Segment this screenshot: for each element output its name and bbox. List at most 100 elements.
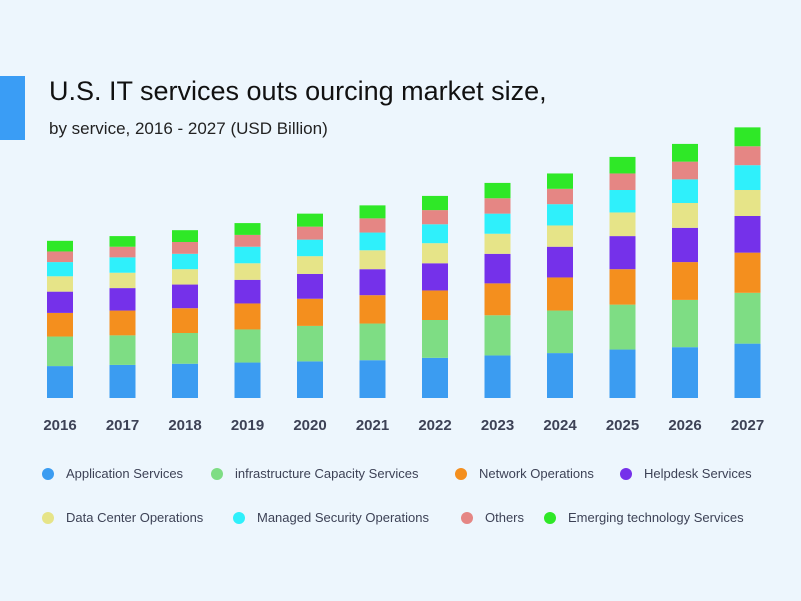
legend-label: Others xyxy=(485,510,525,525)
bar-segment-helpdesk-services-2025 xyxy=(609,236,636,270)
x-tick-label: 2016 xyxy=(43,417,76,434)
legend-item-network-operations: Network Operations xyxy=(455,466,594,481)
x-tick-label: 2021 xyxy=(356,417,389,434)
bar-segment-data-center-operations-2023 xyxy=(484,233,511,254)
legend-swatch xyxy=(211,467,223,480)
bar-segment-infrastructure-capacity-services-2026 xyxy=(672,299,698,348)
bar-segment-emerging-technology-services-2024 xyxy=(547,173,573,189)
bar-segment-others-2016 xyxy=(47,251,73,263)
x-tick-label: 2022 xyxy=(418,417,451,434)
bar-segment-infrastructure-capacity-services-2017 xyxy=(109,335,136,365)
legend-item-infrastructure-capacity-services: infrastructure Capacity Services xyxy=(211,466,419,481)
bar-segment-application-services-2026 xyxy=(672,347,698,398)
bar-segment-infrastructure-capacity-services-2020 xyxy=(297,325,323,362)
bar-segment-network-operations-2022 xyxy=(422,290,448,321)
bar-segment-infrastructure-capacity-services-2022 xyxy=(422,320,448,358)
bar-segment-infrastructure-capacity-services-2023 xyxy=(484,315,511,356)
legend-swatch xyxy=(544,511,556,524)
bar-segment-application-services-2017 xyxy=(109,364,136,398)
x-tick-label: 2024 xyxy=(543,417,577,434)
bar-segment-data-center-operations-2025 xyxy=(609,212,636,237)
bar-segment-others-2017 xyxy=(109,246,136,258)
bar-segment-application-services-2024 xyxy=(547,353,573,398)
bar-segment-helpdesk-services-2020 xyxy=(297,273,323,299)
legend-item-emerging-technology-services: Emerging technology Services xyxy=(544,510,744,525)
bar-segment-emerging-technology-services-2016 xyxy=(47,240,73,252)
bar-segment-managed-security-operations-2019 xyxy=(234,246,261,264)
bar-segment-helpdesk-services-2016 xyxy=(47,291,73,313)
bar-segment-application-services-2020 xyxy=(297,361,323,398)
legend-item-application-services: Application Services xyxy=(42,466,183,481)
bar-segment-managed-security-operations-2027 xyxy=(734,165,761,191)
bar-segment-network-operations-2017 xyxy=(109,310,136,336)
x-tick-label: 2025 xyxy=(606,417,639,434)
bar-segment-network-operations-2023 xyxy=(484,283,511,316)
bar-segment-data-center-operations-2022 xyxy=(422,243,448,264)
bar-segment-helpdesk-services-2027 xyxy=(734,216,761,253)
bar-segment-helpdesk-services-2023 xyxy=(484,253,511,284)
bar-segment-emerging-technology-services-2021 xyxy=(359,205,386,219)
bar-segment-helpdesk-services-2017 xyxy=(109,288,136,311)
legend-label: Emerging technology Services xyxy=(568,510,744,525)
legend-swatch xyxy=(461,511,473,524)
bar-segment-managed-security-operations-2024 xyxy=(547,204,573,226)
bar-segment-managed-security-operations-2020 xyxy=(297,239,323,257)
bar-segment-network-operations-2025 xyxy=(609,269,636,305)
legend-item-data-center-operations: Data Center Operations xyxy=(42,510,203,525)
bar-segment-network-operations-2018 xyxy=(172,308,198,334)
bar-segment-managed-security-operations-2026 xyxy=(672,179,698,204)
bar-segment-emerging-technology-services-2019 xyxy=(234,223,261,235)
bar-segment-others-2020 xyxy=(297,226,323,240)
bar-segment-data-center-operations-2017 xyxy=(109,272,136,289)
bar-segment-data-center-operations-2021 xyxy=(359,250,386,270)
bar-segment-others-2026 xyxy=(672,161,698,180)
bar-segment-network-operations-2027 xyxy=(734,252,761,293)
x-tick-label: 2026 xyxy=(668,417,701,434)
x-tick-label: 2019 xyxy=(231,417,264,434)
legend-label: infrastructure Capacity Services xyxy=(235,466,419,481)
bar-segment-helpdesk-services-2024 xyxy=(547,246,573,278)
bar-segment-managed-security-operations-2021 xyxy=(359,232,386,251)
legend-item-others: Others xyxy=(461,510,524,525)
legend-label: Helpdesk Services xyxy=(644,466,752,481)
bar-segment-network-operations-2021 xyxy=(359,295,386,324)
x-tick-label: 2020 xyxy=(293,417,326,434)
legend-swatch xyxy=(42,467,54,480)
bar-segment-application-services-2025 xyxy=(609,349,636,398)
bar-segment-data-center-operations-2024 xyxy=(547,225,573,247)
bar-segment-others-2027 xyxy=(734,146,761,166)
bar-segment-managed-security-operations-2022 xyxy=(422,224,448,244)
bar-segment-infrastructure-capacity-services-2016 xyxy=(47,336,73,367)
bar-segment-infrastructure-capacity-services-2025 xyxy=(609,304,636,350)
bar-segment-helpdesk-services-2026 xyxy=(672,227,698,263)
bar-segment-network-operations-2019 xyxy=(234,303,261,330)
bar-segment-infrastructure-capacity-services-2027 xyxy=(734,292,761,344)
x-tick-label: 2023 xyxy=(481,417,514,434)
bar-segment-emerging-technology-services-2027 xyxy=(734,127,761,147)
bar-segment-others-2019 xyxy=(234,234,261,247)
bar-segment-emerging-technology-services-2025 xyxy=(609,156,636,174)
bar-segment-data-center-operations-2020 xyxy=(297,256,323,274)
bar-segment-others-2022 xyxy=(422,210,448,225)
bar-segment-others-2023 xyxy=(484,198,511,214)
legend-swatch xyxy=(233,511,245,524)
bar-segment-emerging-technology-services-2022 xyxy=(422,195,448,211)
bar-segment-application-services-2023 xyxy=(484,355,511,398)
x-tick-label: 2018 xyxy=(168,417,201,434)
legend-label: Managed Security Operations xyxy=(257,510,429,525)
bar-segment-application-services-2018 xyxy=(172,363,198,398)
legend-swatch xyxy=(455,467,467,480)
bar-segment-others-2018 xyxy=(172,242,198,254)
bar-segment-helpdesk-services-2021 xyxy=(359,269,386,296)
bar-segment-emerging-technology-services-2017 xyxy=(109,236,136,247)
bar-segment-application-services-2021 xyxy=(359,360,386,398)
bar-segment-infrastructure-capacity-services-2021 xyxy=(359,323,386,361)
bar-segment-managed-security-operations-2023 xyxy=(484,213,511,234)
bar-segment-application-services-2019 xyxy=(234,362,261,398)
bar-segment-emerging-technology-services-2026 xyxy=(672,143,698,162)
legend-item-helpdesk-services: Helpdesk Services xyxy=(620,466,752,481)
legend-swatch xyxy=(620,467,632,480)
bar-segment-network-operations-2020 xyxy=(297,298,323,326)
bar-segment-data-center-operations-2019 xyxy=(234,263,261,280)
